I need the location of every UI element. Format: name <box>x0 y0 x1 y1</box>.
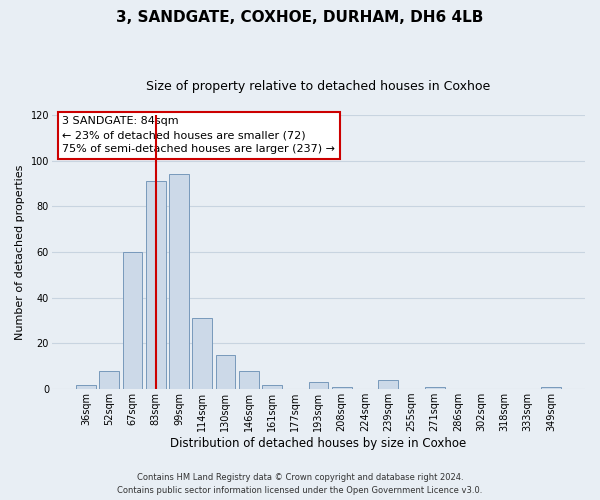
Bar <box>308 382 328 389</box>
Bar <box>378 380 398 389</box>
Bar <box>332 387 352 389</box>
Bar <box>76 384 96 389</box>
Bar <box>239 371 259 389</box>
Bar <box>541 387 561 389</box>
Bar <box>146 182 166 389</box>
Bar <box>425 387 445 389</box>
Text: Contains HM Land Registry data © Crown copyright and database right 2024.
Contai: Contains HM Land Registry data © Crown c… <box>118 474 482 495</box>
Bar <box>193 318 212 389</box>
Bar <box>122 252 142 389</box>
Text: 3 SANDGATE: 84sqm
← 23% of detached houses are smaller (72)
75% of semi-detached: 3 SANDGATE: 84sqm ← 23% of detached hous… <box>62 116 335 154</box>
Bar <box>215 355 235 389</box>
Bar <box>169 174 189 389</box>
Bar <box>262 384 282 389</box>
Text: 3, SANDGATE, COXHOE, DURHAM, DH6 4LB: 3, SANDGATE, COXHOE, DURHAM, DH6 4LB <box>116 10 484 25</box>
Title: Size of property relative to detached houses in Coxhoe: Size of property relative to detached ho… <box>146 80 491 93</box>
Y-axis label: Number of detached properties: Number of detached properties <box>15 164 25 340</box>
X-axis label: Distribution of detached houses by size in Coxhoe: Distribution of detached houses by size … <box>170 437 467 450</box>
Bar <box>100 371 119 389</box>
